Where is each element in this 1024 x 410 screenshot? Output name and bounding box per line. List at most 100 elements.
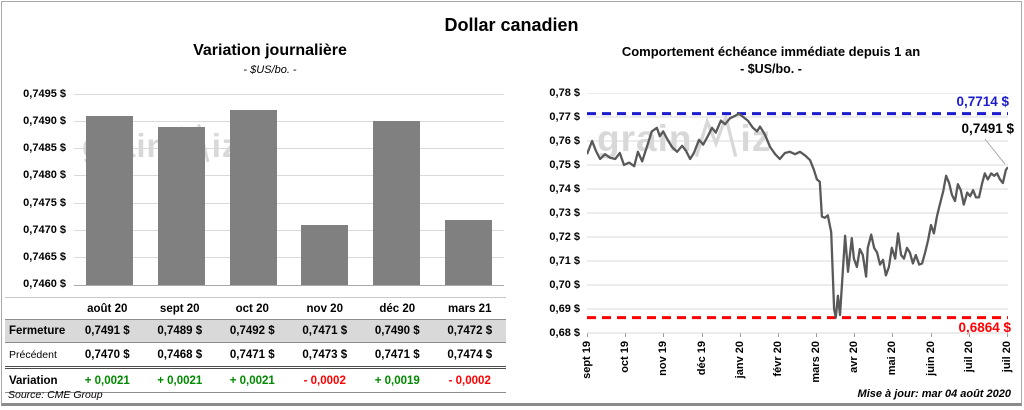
x-tick-mark xyxy=(892,333,894,337)
y-tick-label: 0,7465 $ xyxy=(23,250,66,263)
y-tick-label: 0,7495 $ xyxy=(23,88,66,100)
table-cell: 0,7468 $ xyxy=(157,348,203,361)
month-header-cell: août 20 xyxy=(87,302,128,315)
x-tick-label: juil 20 xyxy=(962,341,975,373)
table-cell: 0,7492 $ xyxy=(229,325,275,337)
line-chart-subtitle: - $US/bo. - xyxy=(740,62,802,76)
y-tick-label: 0,68 $ xyxy=(549,327,580,339)
table-cell: + 0,0021 xyxy=(84,374,130,387)
price-series-line xyxy=(587,112,1008,319)
x-tick-label: nov 19 xyxy=(657,341,670,376)
last-value-label: 0,7491 $ xyxy=(961,121,1014,136)
line-chart-y-axis: 0,78 $ 0,77 $ 0,76 $ 0,75 $ 0,74 $ 0,73 $ 0,72… xyxy=(520,2,580,342)
bar-gridline xyxy=(74,229,504,231)
source-note: Source: CME Group xyxy=(8,389,103,401)
x-tick-label: janv 20 xyxy=(733,341,746,379)
table-row-variation: Variation + 0,0021 + 0,0021 + 0,0021 - 0,000… xyxy=(5,369,506,393)
bar-chart-title: Variation journalière xyxy=(193,42,347,59)
x-tick-label: déc 19 xyxy=(695,341,708,376)
x-tick-label: mars 20 xyxy=(810,341,823,383)
table-cell: - 0,0002 xyxy=(303,374,346,387)
y-tick-label: 0,74 $ xyxy=(549,183,580,195)
bar-chart-subtitle: - $US/bo. - xyxy=(243,64,297,76)
bar-gridline xyxy=(74,148,504,150)
y-tick-label: 0,73 $ xyxy=(549,207,580,219)
month-header-cell: oct 20 xyxy=(235,302,269,315)
x-tick-label: févr 20 xyxy=(771,341,784,377)
y-tick-label: 0,7475 $ xyxy=(23,196,66,209)
bar-gridline xyxy=(74,94,504,95)
min-value-label: 0,6864 $ xyxy=(958,320,1011,335)
row-label: Variation xyxy=(9,374,58,387)
table-cell: 0,7473 $ xyxy=(302,348,348,361)
table-cell: 0,7470 $ xyxy=(84,348,130,361)
month-header-cell: sept 20 xyxy=(159,302,200,315)
x-tick-label: sept 19 xyxy=(581,341,593,379)
y-tick-label: 0,69 $ xyxy=(549,303,580,315)
zigzag-logo-icon xyxy=(695,115,738,158)
table-cell: - 0,0002 xyxy=(448,374,491,387)
table-cell: 0,7472 $ xyxy=(447,325,493,337)
y-tick-label: 0,72 $ xyxy=(549,231,580,243)
update-date: Mise à jour: mar 04 août 2020 xyxy=(857,388,1011,400)
y-tick-label: 0,76 $ xyxy=(549,135,580,147)
bar-oct-20 xyxy=(229,110,277,285)
y-tick-label: 0,7490 $ xyxy=(23,115,66,128)
month-header-cell: déc 20 xyxy=(379,302,416,315)
bar-chart-y-axis: 0,7495 $ 0,7490 $ 0,7485 $ 0,7480 $ 0,7475 $… xyxy=(2,2,66,302)
line-chart-plot: grain iz xyxy=(587,93,1008,334)
bar-août-20 xyxy=(86,115,134,285)
y-tick-label: 0,7470 $ xyxy=(23,223,66,236)
table-cell: 0,7489 $ xyxy=(157,325,203,337)
x-tick-mark xyxy=(930,333,932,337)
table-cell: 0,7471 $ xyxy=(302,325,348,337)
price-line-svg xyxy=(587,93,1008,334)
y-tick-label: 0,77 $ xyxy=(549,111,580,123)
x-tick-mark xyxy=(701,333,703,337)
x-tick-label: juil 20 xyxy=(1001,341,1013,373)
table-row-fermeture: Fermeture 0,7491 $ 0,7489 $ 0,7492 $ 0,7471 … xyxy=(5,320,506,343)
month-header-cell: nov 20 xyxy=(306,302,343,315)
row-label: Précédent xyxy=(9,348,57,361)
x-tick-label: juin 20 xyxy=(924,341,937,376)
bar-sept-20 xyxy=(158,126,205,285)
y-tick-label: 0,71 $ xyxy=(549,255,580,267)
price-table: août 20 sept 20 oct 20 nov 20 déc 20 mars 21 … xyxy=(5,297,506,393)
x-tick-mark xyxy=(1007,333,1008,337)
x-tick-mark xyxy=(777,333,779,337)
table-cell: 0,7471 $ xyxy=(229,348,275,361)
table-cell: + 0,0021 xyxy=(157,374,203,387)
x-tick-mark xyxy=(587,333,588,337)
page-title: Dollar canadien xyxy=(444,15,579,35)
y-tick-label: 0,7460 $ xyxy=(23,278,66,290)
table-cell: + 0,0021 xyxy=(229,374,275,387)
table-cell: 0,7474 $ xyxy=(447,348,493,361)
x-tick-label: mai 20 xyxy=(886,341,899,376)
x-tick-label: oct 19 xyxy=(619,341,632,373)
bar-gridline xyxy=(74,256,504,258)
table-cell: 0,7491 $ xyxy=(84,325,130,337)
bar-déc-20 xyxy=(373,121,420,285)
table-row-precedent: Précédent 0,7470 $ 0,7468 $ 0,7471 $ 0,7473 … xyxy=(5,343,506,369)
last-value-leader-line xyxy=(984,138,1006,165)
y-tick-label: 0,7480 $ xyxy=(23,169,66,182)
line-chart-title: Comportement échéance immédiate depuis 1… xyxy=(621,44,921,59)
bar-gridline xyxy=(74,175,504,177)
x-tick-mark xyxy=(739,333,741,337)
bar-chart-plot: grain iz xyxy=(74,94,504,286)
table-header-row: août 20 sept 20 oct 20 nov 20 déc 20 mars 21 xyxy=(5,297,506,320)
x-tick-mark xyxy=(854,333,856,337)
x-tick-mark xyxy=(625,333,627,337)
bar-gridline xyxy=(74,202,504,204)
y-tick-label: 0,70 $ xyxy=(549,279,580,291)
x-tick-mark xyxy=(663,333,665,337)
table-cell: 0,7471 $ xyxy=(374,348,420,361)
y-tick-label: 0,7485 $ xyxy=(23,142,66,155)
row-label: Fermeture xyxy=(9,325,66,337)
table-cell: 0,7490 $ xyxy=(374,325,420,337)
x-tick-mark xyxy=(968,333,970,337)
y-tick-label: 0,75 $ xyxy=(549,159,580,171)
table-cell: + 0,0019 xyxy=(374,374,420,387)
bar-gridline xyxy=(74,121,504,123)
